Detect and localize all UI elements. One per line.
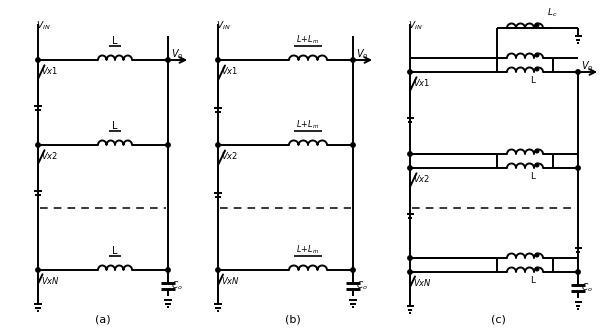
Text: $V_{IN}$: $V_{IN}$: [408, 19, 422, 32]
Text: $VxN$: $VxN$: [413, 277, 432, 288]
Text: L: L: [112, 246, 118, 256]
Circle shape: [408, 70, 412, 74]
Text: L: L: [112, 36, 118, 46]
Text: (b): (b): [285, 315, 301, 325]
Text: $V_o$: $V_o$: [581, 59, 593, 73]
Text: $VxN$: $VxN$: [221, 275, 240, 286]
Text: $L_c$: $L_c$: [547, 7, 557, 19]
Text: $V_{IN}$: $V_{IN}$: [216, 19, 230, 32]
Circle shape: [351, 268, 355, 272]
Circle shape: [535, 23, 539, 27]
Circle shape: [166, 268, 170, 272]
Text: $Vx2$: $Vx2$: [41, 150, 58, 161]
Circle shape: [535, 163, 539, 167]
Text: $C_o$: $C_o$: [171, 280, 183, 292]
Text: L: L: [530, 76, 535, 85]
Text: L: L: [112, 121, 118, 131]
Text: $V_{IN}$: $V_{IN}$: [36, 19, 50, 32]
Circle shape: [36, 58, 40, 62]
Circle shape: [166, 143, 170, 147]
Text: L: L: [530, 276, 535, 285]
Circle shape: [576, 70, 580, 74]
Text: $C_o$: $C_o$: [581, 282, 593, 294]
Text: (c): (c): [491, 315, 505, 325]
Text: (a): (a): [95, 315, 111, 325]
Text: $L\!+\!L_m$: $L\!+\!L_m$: [296, 34, 320, 46]
Circle shape: [535, 53, 539, 57]
Circle shape: [216, 143, 220, 147]
Circle shape: [166, 58, 170, 62]
Circle shape: [576, 166, 580, 170]
Text: $C_o$: $C_o$: [356, 280, 368, 292]
Circle shape: [408, 256, 412, 260]
Text: $L\!+\!L_m$: $L\!+\!L_m$: [296, 243, 320, 256]
Circle shape: [216, 268, 220, 272]
Circle shape: [351, 143, 355, 147]
Circle shape: [535, 67, 539, 71]
Circle shape: [36, 143, 40, 147]
Circle shape: [535, 253, 539, 257]
Circle shape: [408, 166, 412, 170]
Circle shape: [351, 58, 355, 62]
Text: $Vx2$: $Vx2$: [413, 173, 430, 184]
Text: $V_o$: $V_o$: [171, 47, 184, 61]
Circle shape: [535, 267, 539, 271]
Circle shape: [535, 149, 539, 153]
Text: L: L: [530, 172, 535, 181]
Circle shape: [576, 270, 580, 274]
Text: $VxN$: $VxN$: [41, 275, 60, 286]
Text: $Vx1$: $Vx1$: [41, 65, 58, 76]
Text: $Vx1$: $Vx1$: [221, 65, 238, 76]
Text: $Vx2$: $Vx2$: [221, 150, 238, 161]
Circle shape: [408, 152, 412, 156]
Text: $Vx1$: $Vx1$: [413, 77, 430, 88]
Text: $L\!+\!L_m$: $L\!+\!L_m$: [296, 119, 320, 131]
Circle shape: [36, 268, 40, 272]
Circle shape: [216, 58, 220, 62]
Text: $V_o$: $V_o$: [356, 47, 368, 61]
Circle shape: [408, 270, 412, 274]
